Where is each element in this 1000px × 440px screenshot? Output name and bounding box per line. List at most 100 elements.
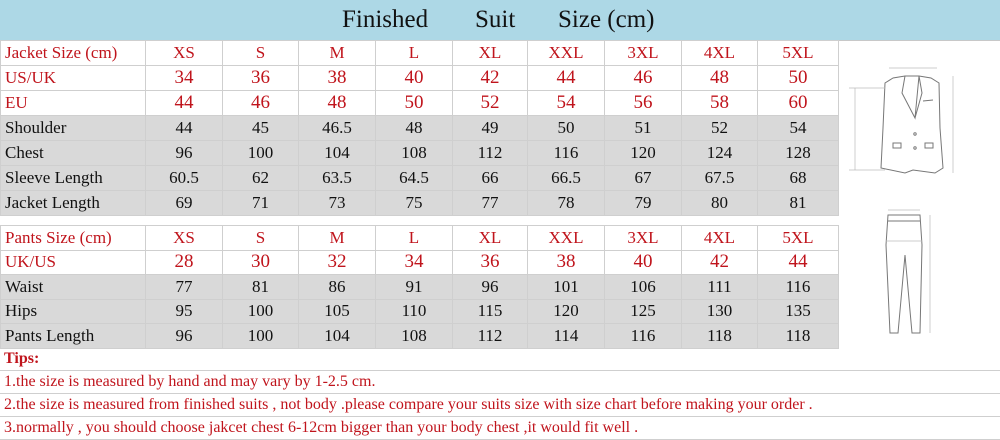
- cell-value: 38: [527, 249, 605, 275]
- row-label: Hips: [0, 298, 146, 324]
- cell-value: 96: [452, 274, 528, 300]
- table-row: Hips 95 100 105 110 115 120 125 130 135: [0, 298, 839, 324]
- cell-value: 34: [145, 65, 223, 91]
- cell-value: S: [222, 40, 299, 66]
- cell-value: 45: [222, 115, 299, 141]
- cell-value: 120: [604, 140, 682, 166]
- cell-value: 44: [757, 249, 839, 275]
- cell-value: 54: [757, 115, 839, 141]
- cell-value: 128: [757, 140, 839, 166]
- row-label: Jacket Length: [0, 190, 146, 216]
- cell-value: 135: [757, 298, 839, 324]
- cell-value: 46.5: [298, 115, 376, 141]
- cell-value: 3XL: [604, 225, 682, 251]
- cell-value: XL: [452, 225, 528, 251]
- cell-value: 91: [375, 274, 453, 300]
- table-row: Waist 77 81 86 91 96 101 106 111 116: [0, 274, 839, 300]
- cell-value: 100: [222, 140, 299, 166]
- cell-value: 49: [452, 115, 528, 141]
- cell-value: 81: [757, 190, 839, 216]
- cell-value: 104: [298, 323, 376, 349]
- title-word-size: Size (cm): [558, 6, 655, 33]
- pants-size-table: Pants Size (cm) XS S M L XL XXL 3XL 4XL 5XL UK/US 2…: [0, 225, 839, 349]
- cell-value: 48: [681, 65, 758, 91]
- row-label: Chest: [0, 140, 146, 166]
- cell-value: 75: [375, 190, 453, 216]
- cell-value: 106: [604, 274, 682, 300]
- row-label: UK/US: [0, 249, 146, 275]
- jacket-header-row: Jacket Size (cm) XS S M L XL XXL 3XL 4XL 5XL: [0, 40, 839, 66]
- cell-value: 95: [145, 298, 223, 324]
- cell-value: 68: [757, 165, 839, 191]
- row-label: Sleeve Length: [0, 165, 146, 191]
- cell-value: 50: [375, 90, 453, 116]
- cell-value: 63.5: [298, 165, 376, 191]
- row-label: Pants Size (cm): [0, 225, 146, 251]
- cell-value: 114: [527, 323, 605, 349]
- tips-heading: Tips:: [0, 348, 1000, 371]
- cell-value: 73: [298, 190, 376, 216]
- table-row: Pants Length 96 100 104 108 112 114 116 118 118: [0, 323, 839, 349]
- cell-value: 44: [145, 115, 223, 141]
- cell-value: 125: [604, 298, 682, 324]
- cell-value: 36: [452, 249, 528, 275]
- cell-value: 44: [527, 65, 605, 91]
- cell-value: XS: [145, 225, 223, 251]
- cell-value: 67.5: [681, 165, 758, 191]
- tips-section: Tips: 1.the size is measured by hand and…: [0, 348, 1000, 440]
- cell-value: 111: [681, 274, 758, 300]
- cell-value: 28: [145, 249, 223, 275]
- cell-value: 78: [527, 190, 605, 216]
- row-label: EU: [0, 90, 146, 116]
- table-row: Shoulder 44 45 46.5 48 49 50 51 52 54: [0, 115, 839, 141]
- cell-value: 54: [527, 90, 605, 116]
- title-word-finished: Finished: [342, 6, 429, 33]
- cell-value: 115: [452, 298, 528, 324]
- table-row: Jacket Length 69 71 73 75 77 78 79 80 81: [0, 190, 839, 216]
- cell-value: 4XL: [681, 40, 758, 66]
- cell-value: 46: [604, 65, 682, 91]
- cell-value: 108: [375, 323, 453, 349]
- cell-value: 100: [222, 323, 299, 349]
- table-row: Chest 96 100 104 108 112 116 120 124 128: [0, 140, 839, 166]
- cell-value: 96: [145, 140, 223, 166]
- cell-value: 96: [145, 323, 223, 349]
- cell-value: 77: [452, 190, 528, 216]
- table-row: UK/US 28 30 32 34 36 38 40 42 44: [0, 249, 839, 275]
- tip-2: 2.the size is measured from finished sui…: [0, 394, 1000, 417]
- row-label: US/UK: [0, 65, 146, 91]
- cell-value: XXL: [527, 40, 605, 66]
- cell-value: S: [222, 225, 299, 251]
- cell-value: 118: [681, 323, 758, 349]
- cell-value: 120: [527, 298, 605, 324]
- cell-value: 130: [681, 298, 758, 324]
- cell-value: 52: [681, 115, 758, 141]
- cell-value: 71: [222, 190, 299, 216]
- table-row: EU 44 46 48 50 52 54 56 58 60: [0, 90, 839, 116]
- cell-value: 116: [757, 274, 839, 300]
- tip-3: 3.normally , you should choose jakcet ch…: [0, 417, 1000, 440]
- cell-value: M: [298, 225, 376, 251]
- cell-value: L: [375, 40, 453, 66]
- cell-value: 86: [298, 274, 376, 300]
- cell-value: 62: [222, 165, 299, 191]
- cell-value: 32: [298, 249, 376, 275]
- cell-value: 3XL: [604, 40, 682, 66]
- cell-value: 4XL: [681, 225, 758, 251]
- cell-value: 100: [222, 298, 299, 324]
- cell-value: 60.5: [145, 165, 223, 191]
- cell-value: 40: [375, 65, 453, 91]
- cell-value: 5XL: [757, 40, 839, 66]
- row-label: Shoulder: [0, 115, 146, 141]
- cell-value: 110: [375, 298, 453, 324]
- cell-value: 80: [681, 190, 758, 216]
- cell-value: 38: [298, 65, 376, 91]
- title-word-suit: Suit: [475, 6, 516, 33]
- cell-value: L: [375, 225, 453, 251]
- chart-title-band: Finished Suit Size (cm): [0, 0, 1000, 41]
- cell-value: 50: [757, 65, 839, 91]
- cell-value: 101: [527, 274, 605, 300]
- cell-value: XS: [145, 40, 223, 66]
- cell-value: 124: [681, 140, 758, 166]
- cell-value: XXL: [527, 225, 605, 251]
